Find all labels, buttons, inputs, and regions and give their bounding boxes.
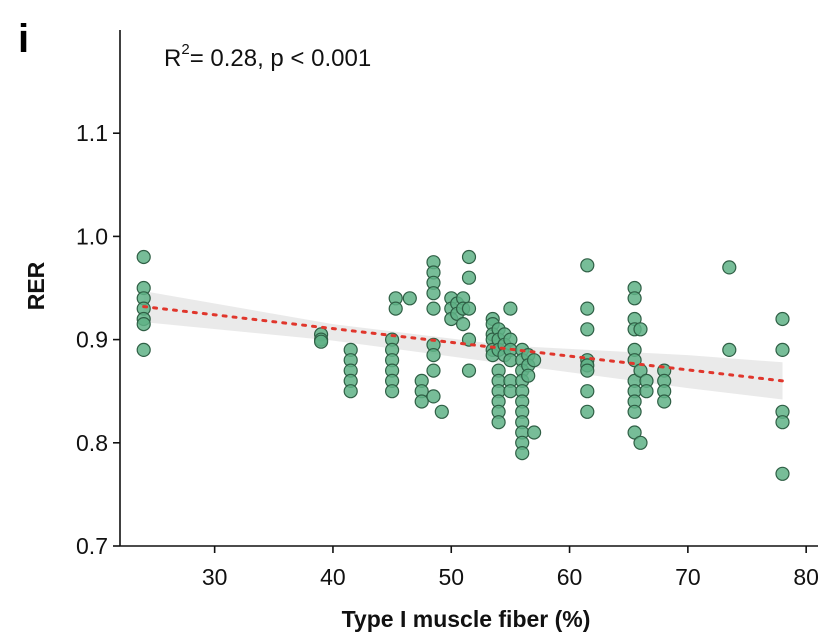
data-point bbox=[775, 466, 790, 481]
data-point bbox=[314, 334, 329, 349]
r2-superscript: 2 bbox=[181, 41, 189, 58]
data-point bbox=[503, 301, 518, 316]
y-tick-label: 1.1 bbox=[76, 120, 108, 146]
data-point bbox=[402, 291, 417, 306]
y-tick-label: 0.9 bbox=[76, 327, 108, 353]
data-point bbox=[580, 404, 595, 419]
data-point bbox=[388, 301, 403, 316]
data-point bbox=[461, 270, 477, 285]
data-point bbox=[426, 363, 441, 378]
r2-prefix: R bbox=[164, 45, 181, 72]
data-point bbox=[461, 332, 477, 347]
data-point bbox=[526, 353, 542, 368]
data-point bbox=[639, 384, 654, 399]
confidence-band bbox=[143, 291, 783, 400]
data-point bbox=[515, 446, 530, 461]
x-tick-label: 50 bbox=[438, 564, 464, 590]
data-point bbox=[136, 249, 151, 265]
data-point bbox=[722, 260, 737, 275]
r2-stats: = 0.28, p < 0.001 bbox=[190, 45, 372, 72]
data-point bbox=[461, 249, 477, 265]
y-tick-label: 1.0 bbox=[76, 223, 108, 249]
data-point bbox=[503, 384, 518, 399]
y-tick-label: 0.8 bbox=[76, 430, 108, 456]
x-tick-label: 40 bbox=[320, 564, 346, 590]
data-point bbox=[503, 353, 518, 368]
data-point bbox=[343, 384, 358, 399]
data-point bbox=[633, 322, 648, 337]
data-point bbox=[136, 342, 151, 357]
data-point bbox=[580, 363, 595, 378]
x-tick-label: 60 bbox=[557, 564, 583, 590]
data-point bbox=[580, 384, 595, 399]
data-point bbox=[657, 394, 672, 409]
data-point bbox=[426, 286, 441, 301]
x-axis-title: Type I muscle fiber (%) bbox=[342, 606, 591, 632]
x-axis-ticks: 30 40 50 60 70 80 bbox=[202, 546, 819, 590]
data-point bbox=[775, 415, 790, 430]
x-tick-label: 30 bbox=[202, 564, 228, 590]
data-point bbox=[775, 311, 790, 327]
data-point bbox=[580, 301, 595, 316]
data-point bbox=[414, 394, 429, 409]
trend-line-layer bbox=[142, 305, 785, 383]
panel-label: i bbox=[18, 17, 29, 61]
data-point bbox=[580, 258, 595, 273]
data-point bbox=[775, 342, 790, 357]
data-point bbox=[426, 348, 441, 363]
data-point bbox=[426, 389, 441, 404]
y-axis-title: RER bbox=[23, 261, 49, 310]
regression-line bbox=[142, 305, 785, 383]
x-tick-label: 70 bbox=[675, 564, 701, 590]
data-point bbox=[580, 322, 595, 337]
data-point bbox=[526, 425, 542, 440]
data-point bbox=[722, 342, 737, 357]
data-point bbox=[456, 317, 471, 332]
r-squared-annotation: R2= 0.28, p < 0.001 bbox=[164, 41, 371, 72]
x-tick-label: 80 bbox=[793, 564, 819, 590]
data-point bbox=[136, 317, 151, 332]
y-axis-ticks: 0.7 0.8 0.9 1.0 1.1 bbox=[76, 120, 120, 559]
data-point bbox=[461, 363, 477, 378]
confidence-band-layer bbox=[143, 291, 783, 400]
data-points-layer bbox=[136, 249, 790, 481]
y-tick-label: 0.7 bbox=[76, 533, 108, 559]
data-point bbox=[426, 301, 441, 316]
data-point bbox=[434, 404, 449, 419]
data-point bbox=[521, 368, 536, 383]
data-point bbox=[627, 291, 642, 306]
data-point bbox=[627, 404, 642, 419]
data-point bbox=[461, 301, 477, 316]
data-point bbox=[491, 415, 506, 430]
data-point bbox=[633, 435, 648, 450]
data-point bbox=[385, 384, 400, 399]
